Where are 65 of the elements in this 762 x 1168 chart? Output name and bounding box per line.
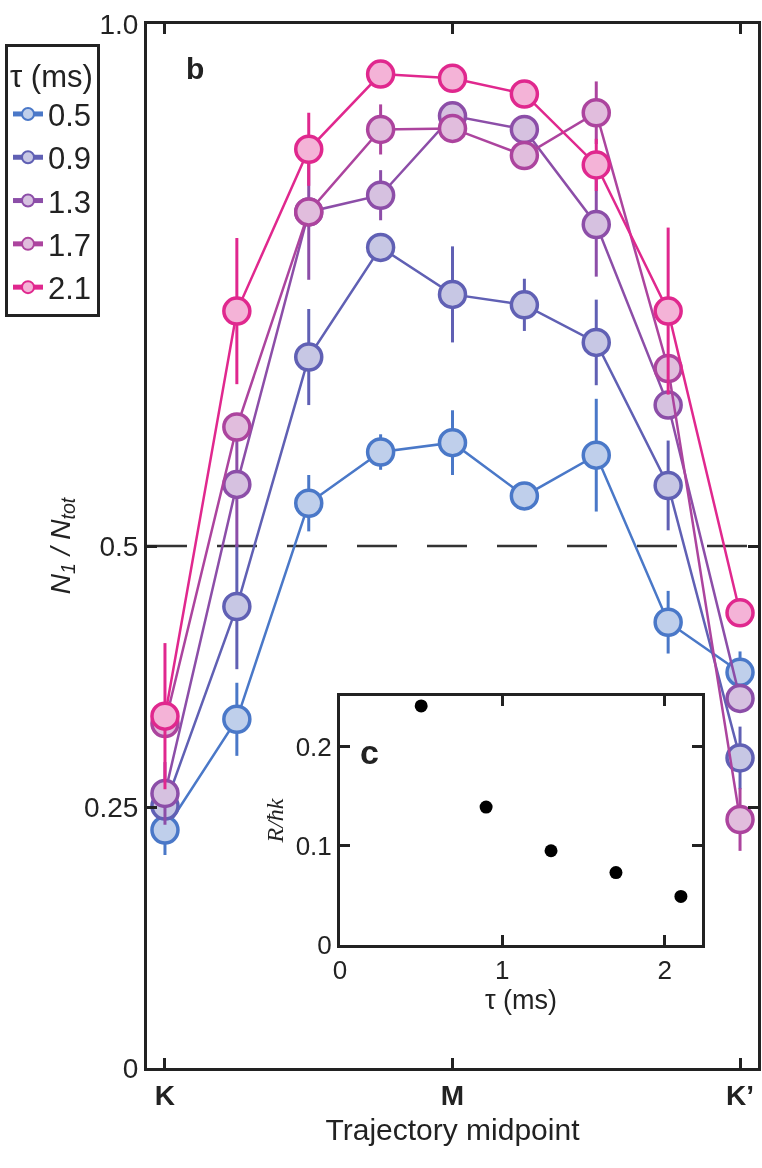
point — [725, 598, 755, 628]
point — [509, 79, 540, 109]
legend-label: 0.5 — [48, 98, 92, 134]
point — [581, 209, 612, 240]
point — [509, 290, 540, 320]
legend-label: 1.3 — [48, 184, 92, 220]
legend-label: 0.9 — [48, 141, 92, 177]
y-tick-label: 1.0 — [99, 8, 139, 40]
y-tick-label: 0.25 — [83, 791, 139, 823]
y-tick-label: 0.5 — [99, 530, 139, 562]
point — [725, 804, 755, 835]
x-tick-label: K’ — [726, 1079, 755, 1111]
x-tick-label: 2 — [657, 955, 672, 986]
point — [294, 342, 324, 372]
point — [581, 97, 612, 128]
point — [437, 279, 468, 310]
legend-label: 2.1 — [48, 271, 92, 307]
point — [150, 815, 180, 845]
point — [509, 481, 540, 511]
point — [509, 140, 540, 171]
point — [365, 114, 396, 145]
y-tick-label: 0.2 — [295, 731, 332, 762]
point — [581, 150, 612, 180]
annotation: c — [360, 733, 379, 771]
x-tick-label: M — [440, 1079, 465, 1111]
point — [365, 59, 396, 89]
point — [544, 844, 558, 858]
point — [150, 778, 180, 809]
y-tick-label: 0 — [317, 930, 332, 961]
x-axis-title: τ (ms) — [484, 985, 558, 1016]
point — [414, 699, 428, 713]
point — [725, 743, 755, 773]
point — [653, 607, 683, 637]
legend-title: τ (ms) — [10, 59, 93, 95]
point — [222, 296, 252, 326]
point — [479, 800, 493, 814]
x-tick-label: K — [154, 1079, 176, 1111]
point — [150, 701, 180, 731]
point — [294, 134, 324, 165]
point — [365, 232, 396, 263]
y-axis-title: R/ħk — [261, 798, 288, 844]
annotation: b — [186, 52, 205, 85]
point — [437, 63, 468, 94]
point — [222, 412, 252, 442]
point — [581, 440, 612, 470]
point — [653, 296, 683, 326]
point — [581, 327, 612, 358]
point — [222, 704, 252, 735]
point — [509, 114, 540, 145]
x-axis-title: Trajectory midpoint — [325, 1113, 581, 1147]
x-tick-label: 1 — [495, 955, 510, 986]
point — [437, 113, 468, 144]
point — [437, 427, 468, 458]
point — [674, 889, 688, 903]
point — [609, 866, 623, 880]
point — [365, 437, 396, 467]
point — [222, 469, 252, 500]
y-tick-label: 0.1 — [295, 830, 332, 861]
point — [725, 683, 755, 714]
y-tick-label: 0 — [122, 1052, 139, 1084]
point — [294, 488, 324, 518]
point — [222, 591, 252, 622]
point — [365, 180, 396, 210]
legend-label: 1.7 — [48, 227, 92, 263]
point — [653, 470, 683, 501]
